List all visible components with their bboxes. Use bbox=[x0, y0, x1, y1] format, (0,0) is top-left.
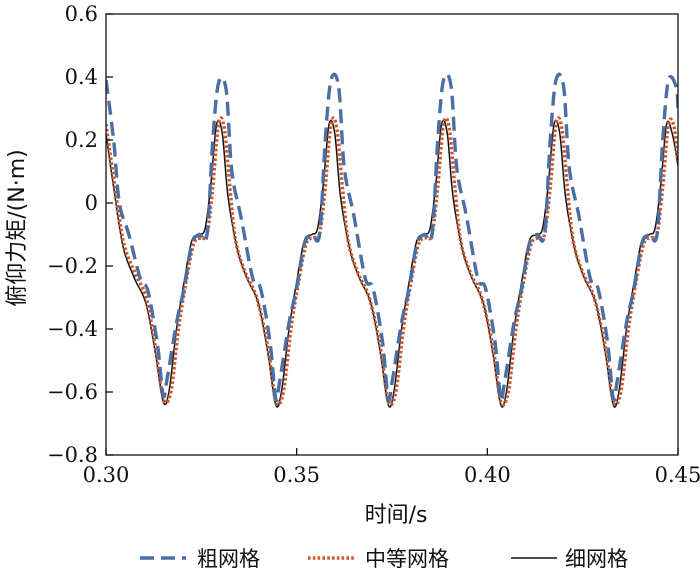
series-line-2 bbox=[106, 119, 678, 408]
y-tick-label: −0.4 bbox=[47, 317, 98, 341]
y-tick-label: −0.2 bbox=[47, 254, 98, 278]
legend: 粗网格 中等网格 细网格 bbox=[140, 547, 628, 571]
plot-frame bbox=[105, 13, 679, 456]
y-tick-label: −0.6 bbox=[47, 380, 98, 404]
x-tick-label: 0.40 bbox=[464, 463, 511, 487]
x-tick-label: 0.35 bbox=[273, 463, 320, 487]
y-tick-label: 0.6 bbox=[65, 2, 98, 26]
x-tick-label: 0.45 bbox=[655, 463, 700, 487]
y-tick-label: 0.4 bbox=[65, 65, 98, 89]
series-line-0 bbox=[106, 72, 678, 403]
y-tick-label: 0.2 bbox=[65, 128, 98, 152]
x-axis-label: 时间/s bbox=[365, 503, 428, 528]
y-tick-label: −0.8 bbox=[47, 443, 98, 467]
x-tick-label: 0.30 bbox=[83, 463, 130, 487]
y-tick-label: 0 bbox=[85, 191, 98, 215]
legend-label-2: 细网格 bbox=[565, 547, 628, 571]
legend-label-1: 中等网格 bbox=[365, 547, 449, 571]
legend-label-0: 粗网格 bbox=[197, 547, 260, 571]
y-axis-label: 俯仰力矩/(N·m) bbox=[5, 149, 30, 306]
series-line-1 bbox=[106, 116, 678, 407]
